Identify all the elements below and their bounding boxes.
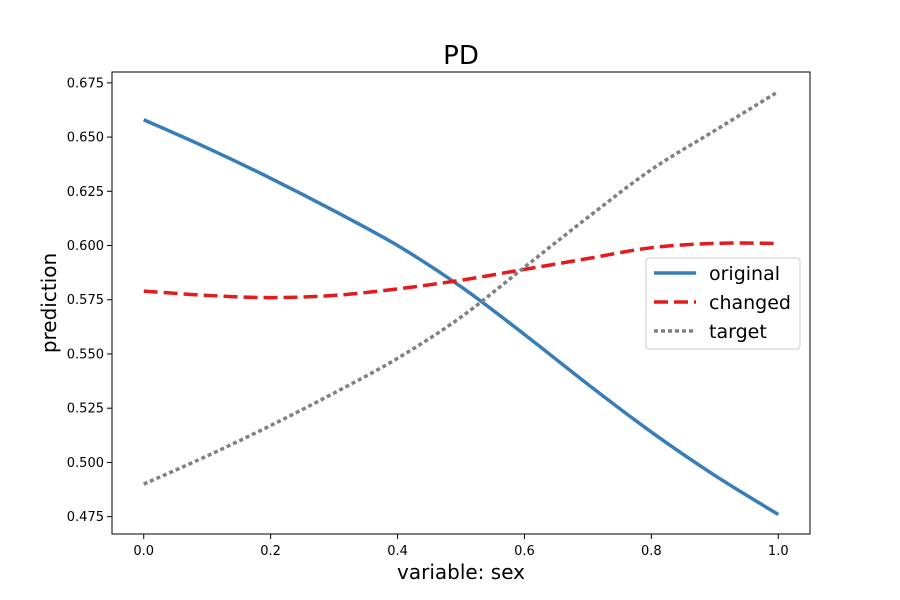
- chart-title: PD: [443, 41, 479, 71]
- series-line-changed: [143, 241, 779, 300]
- legend-box: [645, 257, 801, 350]
- plot-area: [111, 71, 811, 535]
- y-tick-label: 0.600: [67, 239, 104, 254]
- legend-label-changed: changed: [709, 292, 791, 314]
- x-tick-label: 0.0: [133, 544, 154, 559]
- x-axis: 0.0 0.2 0.4 0.6 0.8 1.0: [133, 534, 789, 559]
- y-tick-label: 0.625: [67, 185, 104, 200]
- y-tick-label: 0.550: [67, 347, 104, 362]
- series-layer: [143, 90, 780, 516]
- series-line-target: [143, 90, 780, 486]
- y-tick-label: 0.650: [67, 131, 104, 146]
- series-line-original: [143, 118, 780, 516]
- x-tick-label: 0.6: [514, 544, 535, 559]
- legend: original changed target: [645, 257, 801, 350]
- legend-label-original: original: [709, 263, 780, 285]
- x-tick-label: 1.0: [768, 544, 789, 559]
- legend-label-target: target: [709, 321, 767, 343]
- y-tick-label: 0.500: [67, 456, 104, 471]
- y-tick-label: 0.675: [67, 76, 104, 91]
- x-axis-label: variable: sex: [397, 560, 525, 584]
- x-tick-label: 0.2: [260, 544, 281, 559]
- x-tick-label: 0.4: [387, 544, 408, 559]
- y-tick-label: 0.575: [67, 293, 104, 308]
- y-tick-label: 0.475: [67, 510, 104, 525]
- y-axis: 0.475 0.500 0.525 0.550 0.575 0.600 0.625 0.650…: [67, 76, 112, 525]
- y-tick-label: 0.525: [67, 402, 104, 417]
- y-axis-label: prediction: [37, 253, 61, 353]
- x-tick-label: 0.8: [641, 544, 662, 559]
